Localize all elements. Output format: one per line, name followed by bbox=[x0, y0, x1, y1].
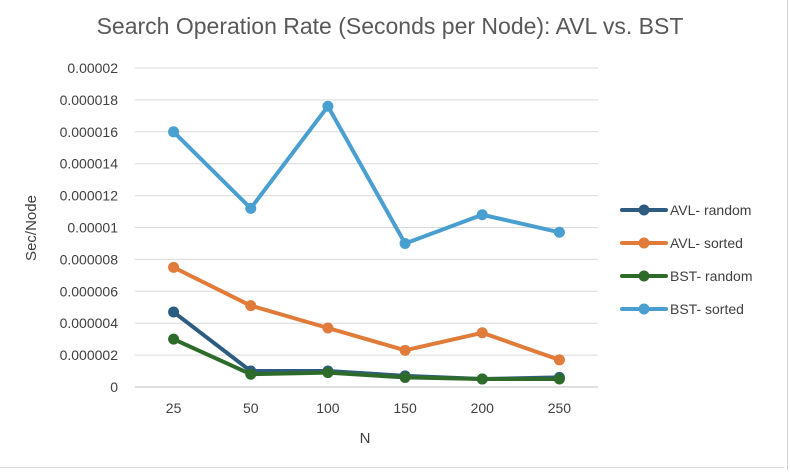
y-tick-label: 0.00001 bbox=[67, 220, 118, 236]
x-tick-label: 25 bbox=[166, 400, 182, 416]
y-tick-label: 0.000016 bbox=[60, 124, 119, 140]
x-axis-label: N bbox=[360, 430, 371, 447]
series-line bbox=[171, 337, 562, 382]
legend-swatch-marker bbox=[638, 237, 650, 249]
x-tick-label: 250 bbox=[548, 400, 572, 416]
data-point bbox=[245, 368, 257, 380]
data-point bbox=[168, 333, 180, 345]
x-tick-label: 150 bbox=[393, 400, 417, 416]
legend-swatch-marker bbox=[638, 303, 650, 315]
data-point bbox=[553, 226, 565, 238]
window-edge bbox=[0, 467, 784, 468]
series-lines bbox=[168, 100, 565, 385]
data-point bbox=[168, 306, 180, 318]
x-tick-label: 200 bbox=[471, 400, 495, 416]
data-point bbox=[322, 367, 334, 379]
y-tick-label: 0.00002 bbox=[67, 60, 118, 76]
data-point bbox=[168, 126, 180, 138]
series-0 bbox=[168, 306, 565, 385]
y-tick-label: 0 bbox=[110, 379, 118, 395]
legend-swatch-marker bbox=[638, 270, 650, 282]
chart-title: Search Operation Rate (Seconds per Node)… bbox=[97, 13, 684, 39]
x-tick-label: 100 bbox=[316, 400, 340, 416]
y-tick-label: 0.000006 bbox=[60, 283, 119, 299]
legend-swatch-marker bbox=[638, 204, 650, 216]
x-tick-label: 50 bbox=[243, 400, 259, 416]
series-1 bbox=[168, 261, 565, 366]
data-point bbox=[476, 373, 488, 385]
x-tick-labels: 25 50 100 150 200 250 bbox=[166, 400, 572, 416]
data-point bbox=[476, 327, 488, 339]
data-point bbox=[245, 202, 257, 214]
legend-entry: BST- sorted bbox=[620, 301, 744, 317]
data-point bbox=[322, 100, 334, 112]
legend-label: BST- random bbox=[670, 268, 752, 284]
data-point bbox=[399, 344, 411, 356]
series-line bbox=[171, 310, 562, 382]
y-tick-label: 0.000018 bbox=[60, 92, 119, 108]
data-point bbox=[399, 237, 411, 249]
data-point bbox=[322, 322, 334, 334]
legend-label: AVL- random bbox=[670, 202, 751, 218]
data-point bbox=[399, 371, 411, 383]
y-tick-label: 0.000004 bbox=[60, 315, 119, 331]
legend: AVL- random AVL- sorted BST- random BST- so… bbox=[620, 202, 752, 317]
y-tick-label: 0.000012 bbox=[60, 188, 119, 204]
legend-entry: AVL- random bbox=[620, 202, 751, 218]
legend-entry: AVL- sorted bbox=[620, 235, 743, 251]
data-point bbox=[245, 300, 257, 312]
series-2 bbox=[168, 333, 565, 385]
legend-entry: BST- random bbox=[620, 268, 752, 284]
y-tick-label: 0.000008 bbox=[60, 251, 119, 267]
window-edge bbox=[787, 0, 788, 470]
data-point bbox=[168, 261, 180, 273]
y-tick-label: 0.000002 bbox=[60, 347, 119, 363]
series-line bbox=[171, 265, 562, 362]
legend-label: BST- sorted bbox=[670, 301, 744, 317]
y-axis-label: Sec/Node bbox=[23, 195, 40, 261]
series-line bbox=[171, 104, 562, 246]
y-tick-labels: 0 0.000002 0.000004 0.000006 0.000008 0.00001… bbox=[60, 60, 119, 395]
data-point bbox=[553, 373, 565, 385]
series-3 bbox=[168, 100, 565, 249]
data-point bbox=[553, 354, 565, 366]
y-tick-label: 0.000014 bbox=[60, 156, 119, 172]
legend-label: AVL- sorted bbox=[670, 235, 743, 251]
data-point bbox=[476, 209, 488, 221]
